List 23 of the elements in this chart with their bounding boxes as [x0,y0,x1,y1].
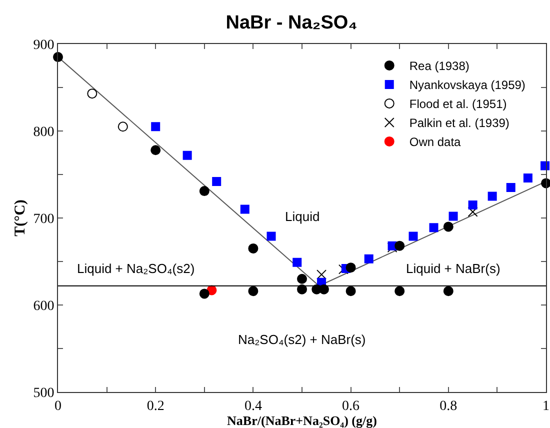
legend-label: Nyankovskaya (1959) [409,78,526,92]
y-tick-label: 500 [33,386,54,401]
legend-label: Palkin et al. (1939) [409,116,510,130]
annotation: Liquid + Na₂SO₄(s2) [77,261,195,276]
x-tick-label: 0.4 [244,398,262,414]
y-tick-label: 600 [33,298,54,314]
y-tick-label: 700 [33,212,54,227]
y-axis-title: T(°C) [12,200,28,236]
x-tick-label: 1 [542,398,550,414]
x-tick-label: 0.2 [146,398,164,414]
legend-label: Flood et al. (1951) [409,97,507,112]
x-tick-label: 0.6 [342,398,360,414]
y-tick-label: 900 [33,38,54,53]
x-tick-label: 0 [54,398,62,414]
chart-title: NaBr - Na₂SO₄ [226,12,358,34]
x-axis-title: NaBr/(NaBr+Na₂SO₄) (g/g) [227,413,377,428]
legend-label: Own data [409,135,462,150]
legend-label: Rea (1938) [409,59,470,74]
annotation: Liquid + NaBr(s) [406,261,500,276]
x-tick-label: 0.8 [440,398,458,414]
annotation: Liquid [285,209,320,224]
annotation: Na₂SO₄(s2) + NaBr(s) [238,332,366,347]
y-tick-label: 800 [33,124,54,140]
